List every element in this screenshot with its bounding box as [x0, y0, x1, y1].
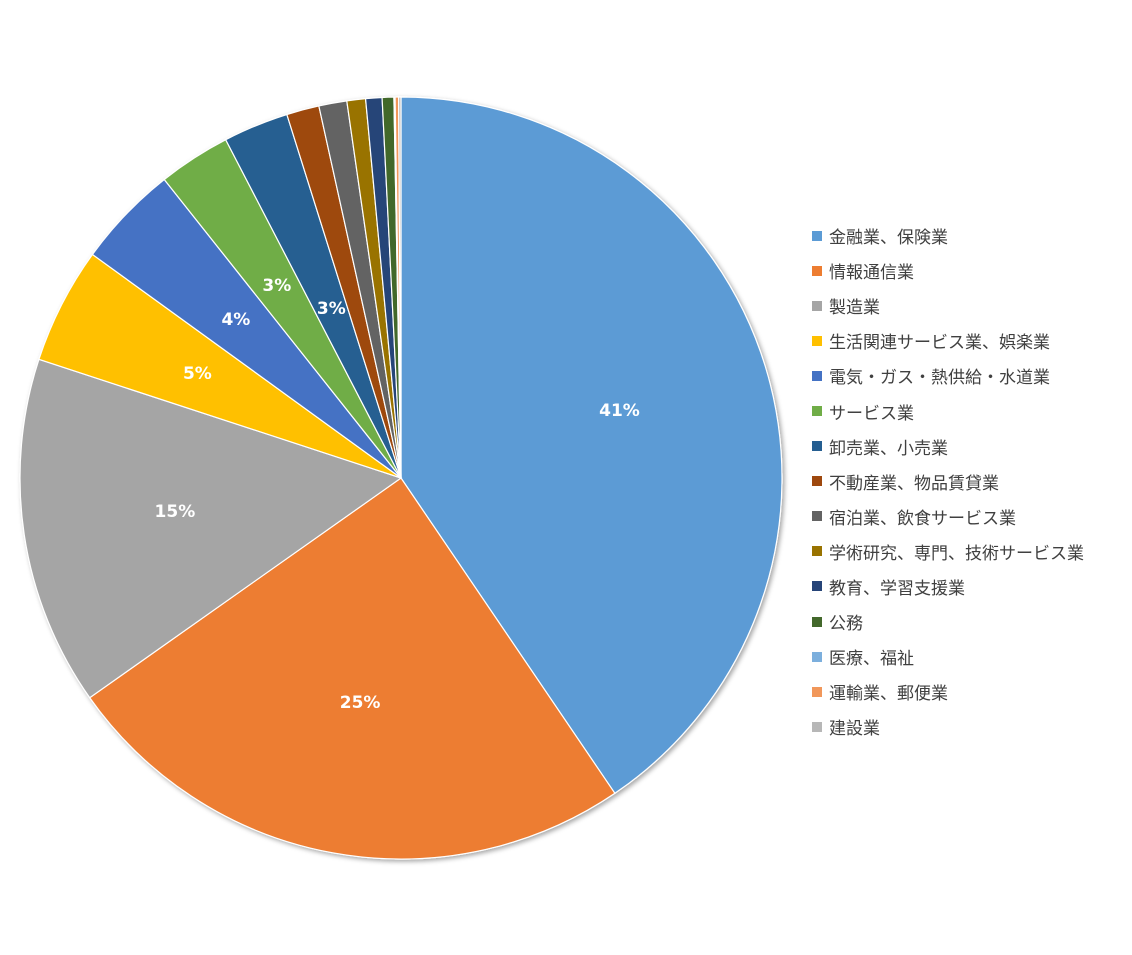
legend-label: 運輸業、郵便業: [829, 684, 948, 705]
legend-swatch: [812, 616, 822, 627]
legend-item-1: 金融業、保険業: [812, 218, 1127, 253]
legend-item-11: 教育、学習支援業: [812, 569, 1127, 604]
legend-label: 製造業: [829, 298, 880, 319]
legend-item-4: 生活関連サービス業、娯楽業: [812, 323, 1127, 358]
data-label-2: 25%: [340, 693, 381, 713]
legend-item-3: 製造業: [812, 288, 1127, 323]
pie-slice-3: [19, 358, 403, 699]
legend-swatch: [812, 686, 822, 697]
legend-label: 公務: [829, 614, 863, 635]
legend-item-15: 建設業: [812, 709, 1127, 744]
legend-swatch: [812, 581, 822, 592]
legend-label: 金融業、保険業: [829, 228, 948, 249]
legend: 金融業、保険業 情報通信業製造業生活関連サービス業、娯楽業 電気・ガス・熱供給・水道…: [812, 218, 1127, 744]
legend-swatch: [812, 230, 822, 241]
legend-item-2: 情報通信業: [812, 253, 1127, 288]
legend-swatch: [812, 476, 822, 487]
legend-swatch: [812, 651, 822, 662]
legend-swatch: [812, 441, 822, 452]
pie-slice-1: [400, 96, 783, 795]
data-label-7: 3%: [317, 299, 346, 319]
legend-item-9: 宿泊業、飲食サービス業: [812, 499, 1127, 534]
data-label-1: 41%: [599, 401, 640, 421]
legend-label: 医療、福祉: [829, 649, 914, 670]
legend-swatch: [812, 511, 822, 522]
legend-item-12: 公務: [812, 604, 1127, 639]
legend-label: 建設業: [829, 719, 880, 740]
data-label-5: 4%: [221, 310, 250, 330]
legend-swatch: [812, 406, 822, 417]
legend-item-6: サービス業: [812, 393, 1127, 428]
legend-item-10: 学術研究、専門、技術サービス業: [812, 534, 1127, 569]
legend-label: 学術研究、専門、技術サービス業: [829, 543, 1084, 564]
legend-label: 電気・ガス・熱供給・水道業: [829, 368, 1050, 389]
data-label-6: 3%: [262, 276, 291, 296]
legend-item-8: 不動産業、物品賃貸業: [812, 464, 1127, 499]
legend-label: 教育、学習支援業: [829, 578, 965, 599]
legend-swatch: [812, 265, 822, 276]
legend-label: 宿泊業、飲食サービス業: [829, 508, 1016, 529]
legend-swatch: [812, 370, 822, 381]
pie-slices: [19, 96, 783, 860]
legend-swatch: [812, 721, 822, 732]
legend-label: 卸売業、小売業: [829, 438, 948, 459]
legend-item-7: 卸売業、小売業: [812, 429, 1127, 464]
pie-slice-2: [88, 477, 616, 860]
legend-label: 不動産業、物品賃貸業: [829, 473, 999, 494]
legend-item-13: 医療、福祉: [812, 639, 1127, 674]
legend-label: 情報通信業: [829, 263, 914, 284]
pie-data-labels: 41% 25% 15% 5% 4% 3% 3%: [155, 276, 640, 713]
data-label-4: 5%: [183, 364, 212, 384]
data-label-3: 15%: [155, 502, 196, 522]
legend-swatch: [812, 335, 822, 346]
legend-item-14: 運輸業、郵便業: [812, 674, 1127, 709]
legend-item-5: 電気・ガス・熱供給・水道業: [812, 358, 1127, 393]
legend-swatch: [812, 300, 822, 311]
legend-swatch: [812, 546, 822, 557]
legend-label: 生活関連サービス業、娯楽業: [829, 333, 1050, 354]
legend-label: サービス業: [829, 403, 914, 424]
pie-slice-15: [398, 96, 402, 479]
